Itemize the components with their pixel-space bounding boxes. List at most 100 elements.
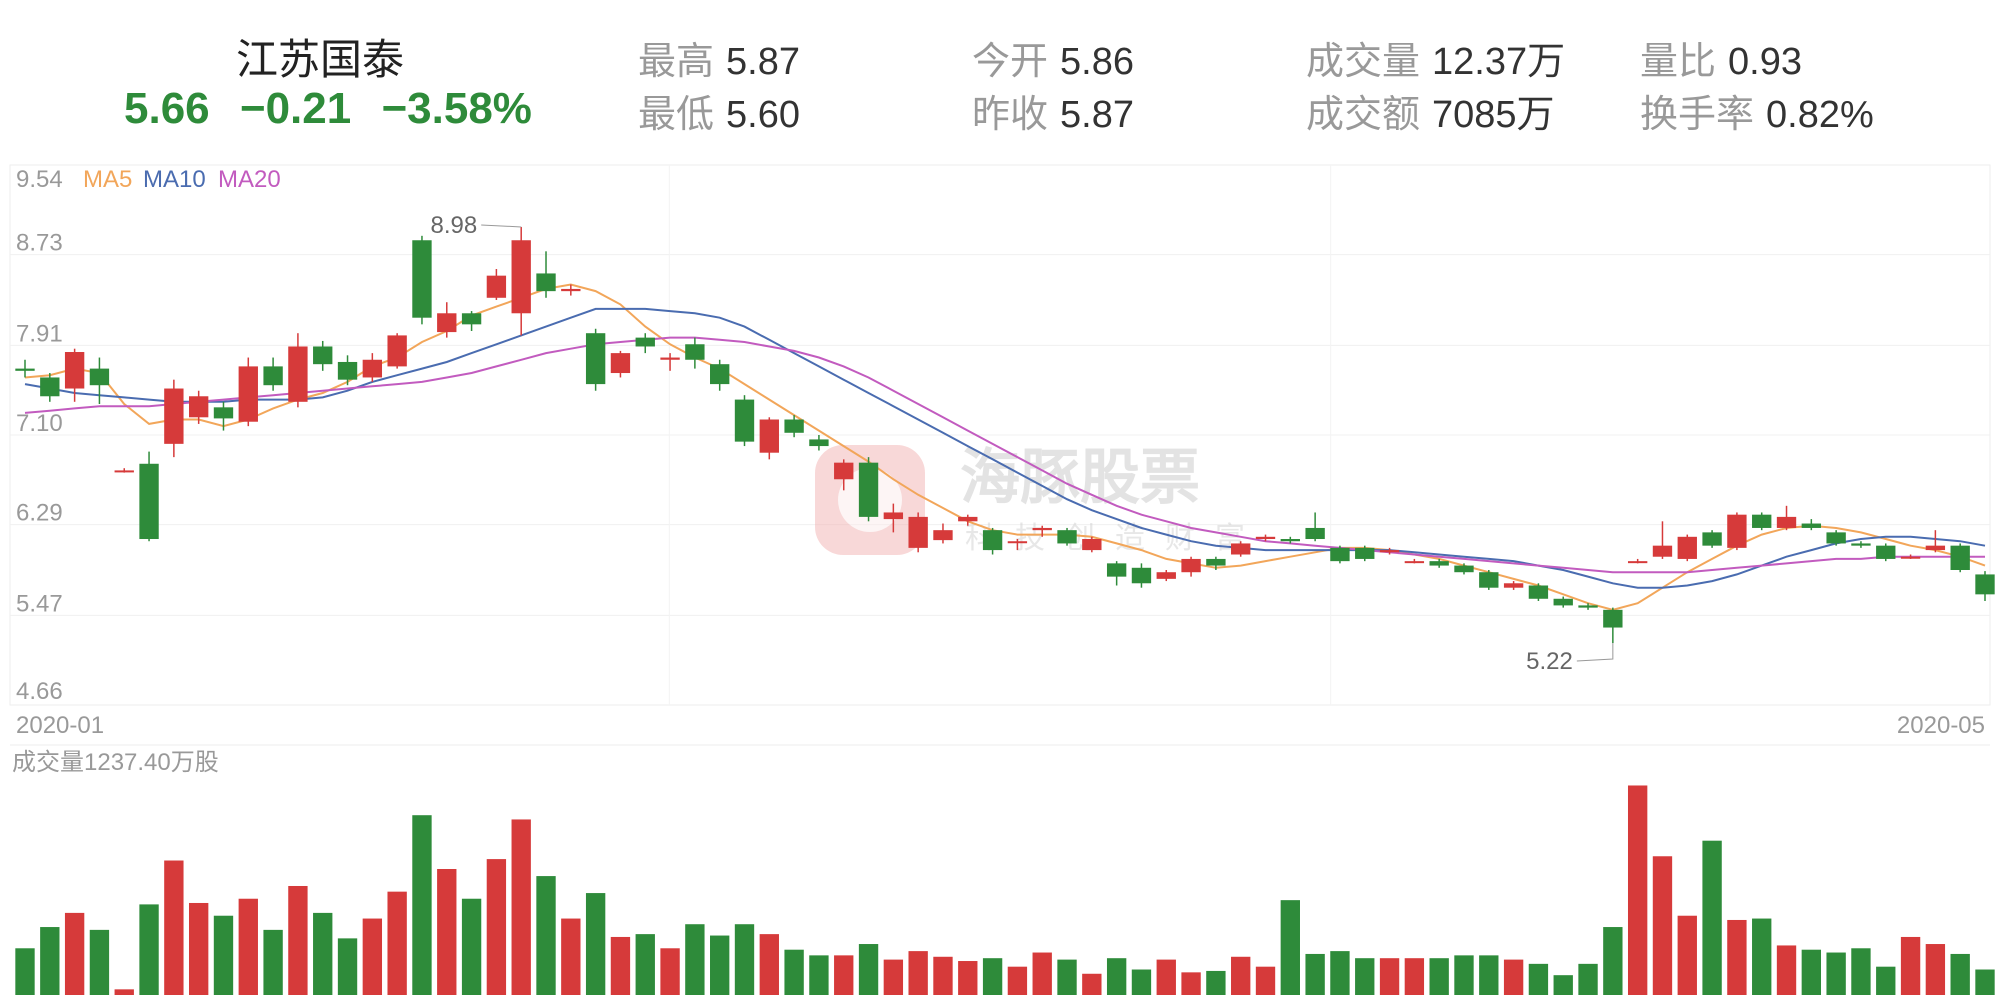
candle (1503, 581, 1524, 590)
candle (1305, 512, 1325, 542)
candle (1603, 607, 1623, 644)
candle (64, 348, 85, 402)
candle-body (561, 288, 581, 292)
candle-body (1528, 585, 1549, 599)
candle (1776, 505, 1797, 531)
candle-body (1975, 574, 1995, 595)
candle-body (1479, 572, 1499, 588)
candle (1131, 563, 1152, 588)
candle-body (1057, 530, 1077, 544)
candle-body (15, 368, 35, 371)
volume-bar (1752, 918, 1772, 995)
candle (313, 340, 333, 371)
candle-body (486, 275, 507, 298)
candle-body (1255, 536, 1276, 540)
y-tick-label: 8.73 (16, 230, 63, 257)
volume-bar (1603, 927, 1623, 995)
volume-bar (982, 958, 1003, 995)
volume-bar (685, 924, 705, 995)
volume-bar (486, 859, 507, 995)
volume-bar (1255, 966, 1276, 995)
volume-bar (1900, 936, 1921, 995)
candle-body (511, 240, 531, 314)
candle-body (114, 470, 134, 473)
candle-body (536, 273, 556, 292)
last-price: 5.66 (124, 84, 210, 133)
candle (511, 226, 531, 336)
candle (982, 527, 1003, 555)
volume-bar (1305, 953, 1325, 995)
candle-body (288, 346, 308, 402)
candle (1727, 512, 1747, 551)
volume-bar (1702, 840, 1722, 995)
candle (412, 235, 432, 325)
candle (15, 359, 35, 378)
volume-bar (114, 989, 134, 995)
candle-body (437, 313, 457, 333)
candlesticks (15, 226, 1995, 644)
candle-body (238, 366, 258, 422)
candle (1255, 534, 1276, 542)
volume-bar (858, 944, 879, 995)
candle-body (685, 344, 705, 360)
volume-bar (238, 898, 258, 995)
volume-bar (660, 948, 680, 995)
volume-bar (511, 819, 531, 995)
candle (908, 512, 928, 553)
candle-body (1181, 558, 1201, 573)
candle-body (734, 399, 755, 442)
candle (1801, 519, 1822, 531)
candle (858, 457, 879, 522)
candle-body (1280, 539, 1300, 542)
candle-body (1727, 514, 1747, 548)
volume-bar (1925, 944, 1946, 995)
candle-body (40, 377, 60, 397)
candle (1652, 521, 1673, 559)
high-leader (481, 224, 522, 228)
volume-bar (1876, 966, 1896, 995)
candle-body (1578, 605, 1598, 608)
y-tick-label: 7.10 (16, 410, 63, 437)
candle (1379, 547, 1400, 555)
candle-body (1404, 561, 1425, 564)
stat-turnover-rate: 换手率 0.82% (1640, 94, 1874, 136)
candle (610, 350, 631, 378)
candle (1231, 541, 1251, 557)
candle (139, 451, 159, 542)
y-tick-label: 7.91 (16, 320, 63, 347)
volume-bar (1503, 959, 1524, 995)
candle-body (1032, 527, 1052, 531)
candle (114, 468, 134, 473)
volume-bar (64, 912, 85, 995)
volume-bar (809, 955, 829, 995)
ma20-line (24, 336, 1985, 574)
candle-body (982, 530, 1003, 551)
candle (1032, 525, 1052, 537)
candle-body (1231, 543, 1251, 555)
candle-body (1677, 536, 1697, 559)
candle-body (89, 368, 110, 386)
volume-bar (412, 815, 432, 995)
candle-body (1925, 545, 1946, 551)
candle-body (1950, 545, 1970, 570)
chart-grid (9, 164, 1991, 746)
volume-bar (561, 918, 581, 995)
candle (1702, 530, 1722, 548)
candle (213, 401, 234, 431)
volume-bar (40, 927, 60, 995)
volume-bar (139, 904, 159, 995)
candle (933, 523, 953, 544)
candle (387, 333, 407, 369)
volume-bar (784, 949, 804, 995)
candle (685, 337, 705, 369)
volume-bar (1553, 975, 1573, 995)
candle-body (710, 364, 730, 385)
candle (461, 311, 482, 331)
volume-bar (933, 956, 953, 995)
candle-body (1627, 561, 1648, 564)
candle (1082, 536, 1102, 553)
candle-body (1776, 516, 1797, 528)
candle (1156, 570, 1176, 582)
candle-body (1206, 558, 1226, 566)
